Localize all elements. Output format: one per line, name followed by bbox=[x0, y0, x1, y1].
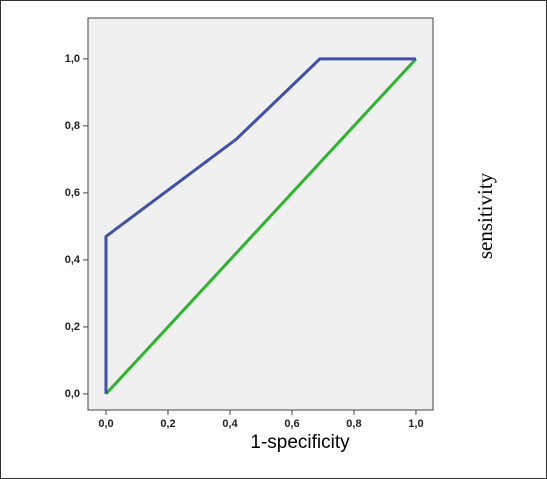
x-tick-label: 0,8 bbox=[346, 418, 361, 430]
y-axis-title: sensitivity bbox=[473, 172, 497, 259]
plot-area bbox=[87, 17, 434, 411]
x-axis-title: 1-specificity bbox=[250, 432, 350, 453]
y-tick-label: 0,2 bbox=[65, 321, 80, 333]
roc-line bbox=[104, 57, 418, 395]
y-tick-label: 1,0 bbox=[65, 53, 80, 65]
y-tick-label: 0,6 bbox=[65, 187, 80, 199]
x-tick-label: 0,2 bbox=[160, 418, 175, 430]
x-tick-label: 0,0 bbox=[98, 418, 113, 430]
y-tick-label: 0,0 bbox=[65, 388, 80, 400]
x-tick-label: 0,6 bbox=[284, 418, 299, 430]
x-tick-label: 1,0 bbox=[408, 418, 423, 430]
x-tick-label: 0,4 bbox=[222, 418, 238, 430]
roc-line bbox=[104, 57, 416, 394]
y-tick-label: 0,8 bbox=[65, 120, 80, 132]
y-tick-label: 0,4 bbox=[65, 254, 81, 266]
